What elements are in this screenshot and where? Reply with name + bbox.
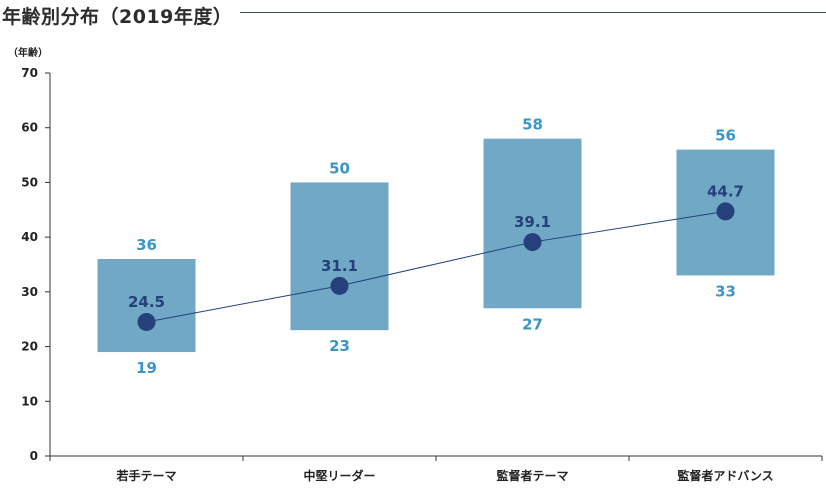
y-tick-label: 60: [21, 121, 38, 135]
range-bar: [483, 138, 582, 309]
average-label: 24.5: [128, 293, 165, 311]
max-label: 50: [329, 159, 350, 177]
average-label: 39.1: [514, 213, 551, 231]
y-tick-label: 30: [21, 285, 38, 299]
y-tick-label: 20: [21, 340, 38, 354]
range-bar: [290, 182, 389, 331]
y-tick-label: 10: [21, 394, 38, 408]
min-label: 23: [329, 337, 350, 355]
y-tick-label: 0: [30, 449, 38, 463]
max-label: 36: [136, 236, 157, 254]
category-label: 中堅リーダー: [303, 468, 375, 483]
y-tick-label: 70: [21, 66, 38, 80]
average-marker: [137, 312, 156, 331]
y-axis-unit-label: （年齢）: [8, 48, 48, 59]
average-label: 44.7: [707, 182, 744, 200]
max-label: 58: [522, 116, 543, 134]
category-label: 監督者テーマ: [496, 468, 568, 483]
average-marker: [330, 276, 349, 295]
min-label: 33: [715, 282, 736, 300]
chart-title: 年齢別分布（2019年度）: [2, 6, 233, 28]
max-label: 56: [715, 127, 736, 145]
y-tick-label: 50: [21, 175, 38, 189]
average-label: 31.1: [321, 257, 358, 275]
min-label: 19: [136, 359, 157, 377]
category-label: 若手テーマ: [115, 468, 176, 483]
y-tick-label: 40: [21, 230, 38, 244]
average-marker: [523, 233, 542, 252]
average-marker: [716, 202, 735, 221]
category-label: 監督者アドバンス: [677, 468, 773, 483]
average-line: [146, 210, 726, 323]
min-label: 27: [522, 315, 543, 333]
title-rule: [240, 12, 826, 13]
range-bar: [97, 259, 196, 353]
chart-header: 年齢別分布（2019年度）: [0, 0, 826, 32]
